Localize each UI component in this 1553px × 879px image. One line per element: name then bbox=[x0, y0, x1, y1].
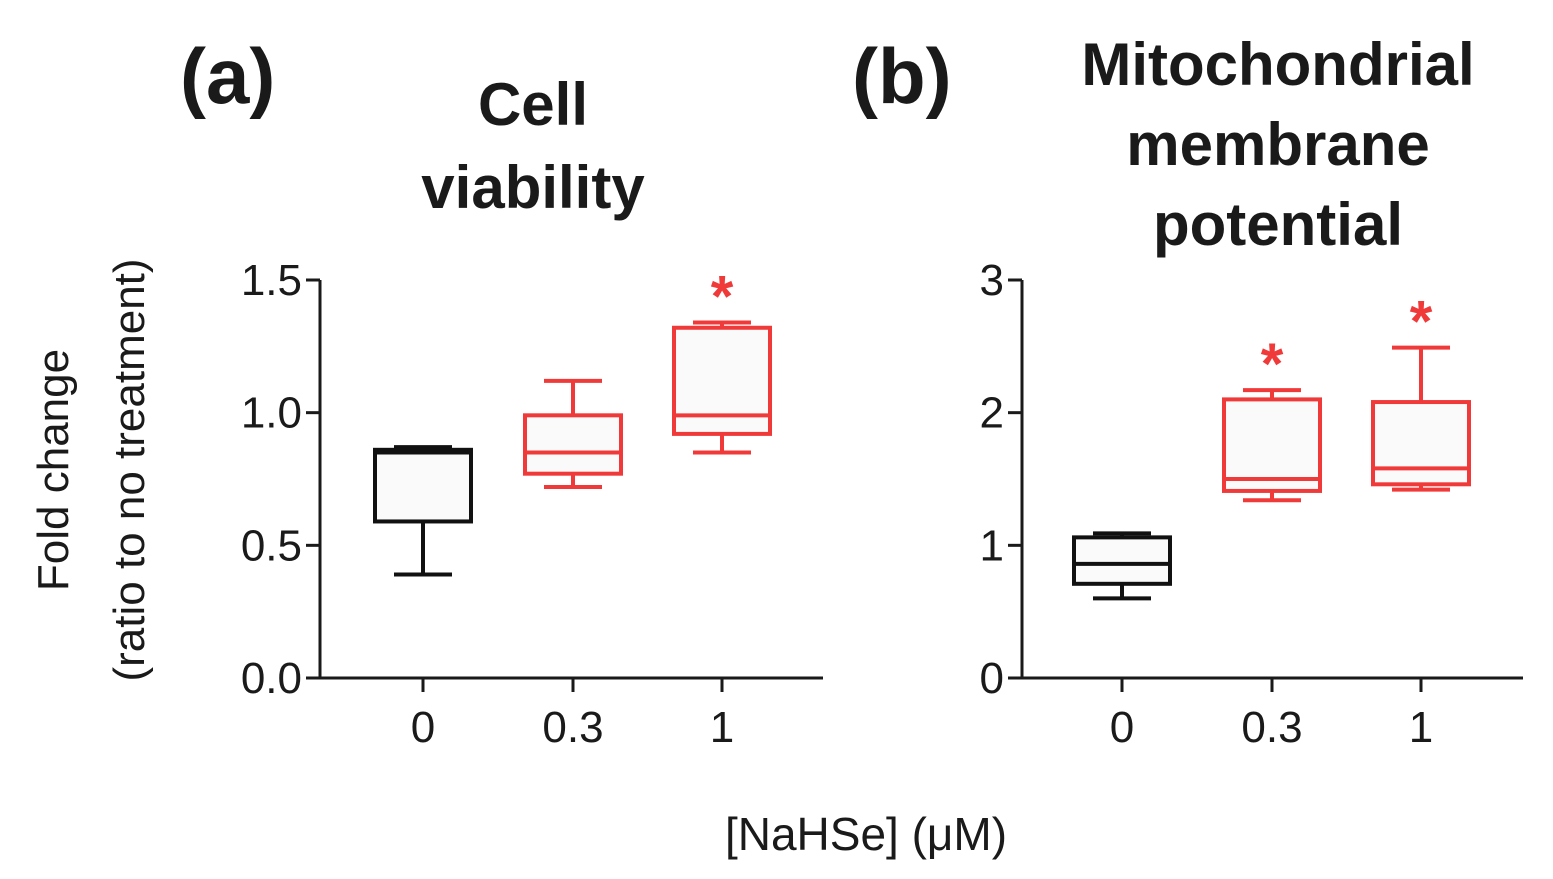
y-tick-label: 1 bbox=[980, 521, 1004, 570]
panel-b-title-line2: membrane bbox=[1126, 111, 1429, 178]
significance-star: * bbox=[1410, 290, 1433, 355]
panel-a-title-line2: viability bbox=[421, 154, 645, 221]
box-0 bbox=[1072, 535, 1172, 586]
x-tick-label: 0.3 bbox=[1241, 703, 1302, 752]
y-tick-label: 0 bbox=[980, 654, 1004, 703]
y-tick-label: 0.5 bbox=[241, 521, 302, 570]
y-axis-title-line2: (ratio to no treatment) bbox=[105, 258, 154, 681]
y-tick-label: 3 bbox=[980, 256, 1004, 305]
x-tick-label: 1 bbox=[710, 703, 734, 752]
y-axis-title-line1: Fold change bbox=[29, 349, 78, 591]
significance-star: * bbox=[1261, 332, 1284, 397]
panel-b-label: (b) bbox=[852, 32, 952, 120]
x-tick-label: 1 bbox=[1409, 703, 1433, 752]
box-0 bbox=[373, 447, 473, 524]
y-tick-label: 2 bbox=[980, 389, 1004, 438]
significance-star: * bbox=[711, 264, 734, 329]
panel-b-title-line1: Mitochondrial bbox=[1081, 31, 1474, 98]
y-tick-label: 1.0 bbox=[241, 389, 302, 438]
panel-a-plot: 0.0 0.5 1.0 1.5 0 0.3 1 * bbox=[241, 256, 823, 752]
panel-a-label: (a) bbox=[180, 32, 275, 120]
panel-b-plot: 0 1 2 3 0 0.3 1 * * bbox=[980, 256, 1523, 752]
panel-a-title-line1: Cell bbox=[478, 71, 588, 138]
y-tick-label: 1.5 bbox=[241, 256, 302, 305]
box-0.3 bbox=[1222, 397, 1322, 493]
y-tick-label: 0.0 bbox=[241, 654, 302, 703]
box-1 bbox=[672, 325, 772, 436]
x-axis-title: [NaHSe] (μM) bbox=[725, 808, 1007, 860]
panel-b-title-line3: potential bbox=[1153, 191, 1403, 258]
box-1 bbox=[1371, 400, 1471, 487]
x-tick-label: 0.3 bbox=[542, 703, 603, 752]
x-tick-label: 0 bbox=[411, 703, 435, 752]
box-0.3 bbox=[523, 413, 623, 476]
x-tick-label: 0 bbox=[1110, 703, 1134, 752]
